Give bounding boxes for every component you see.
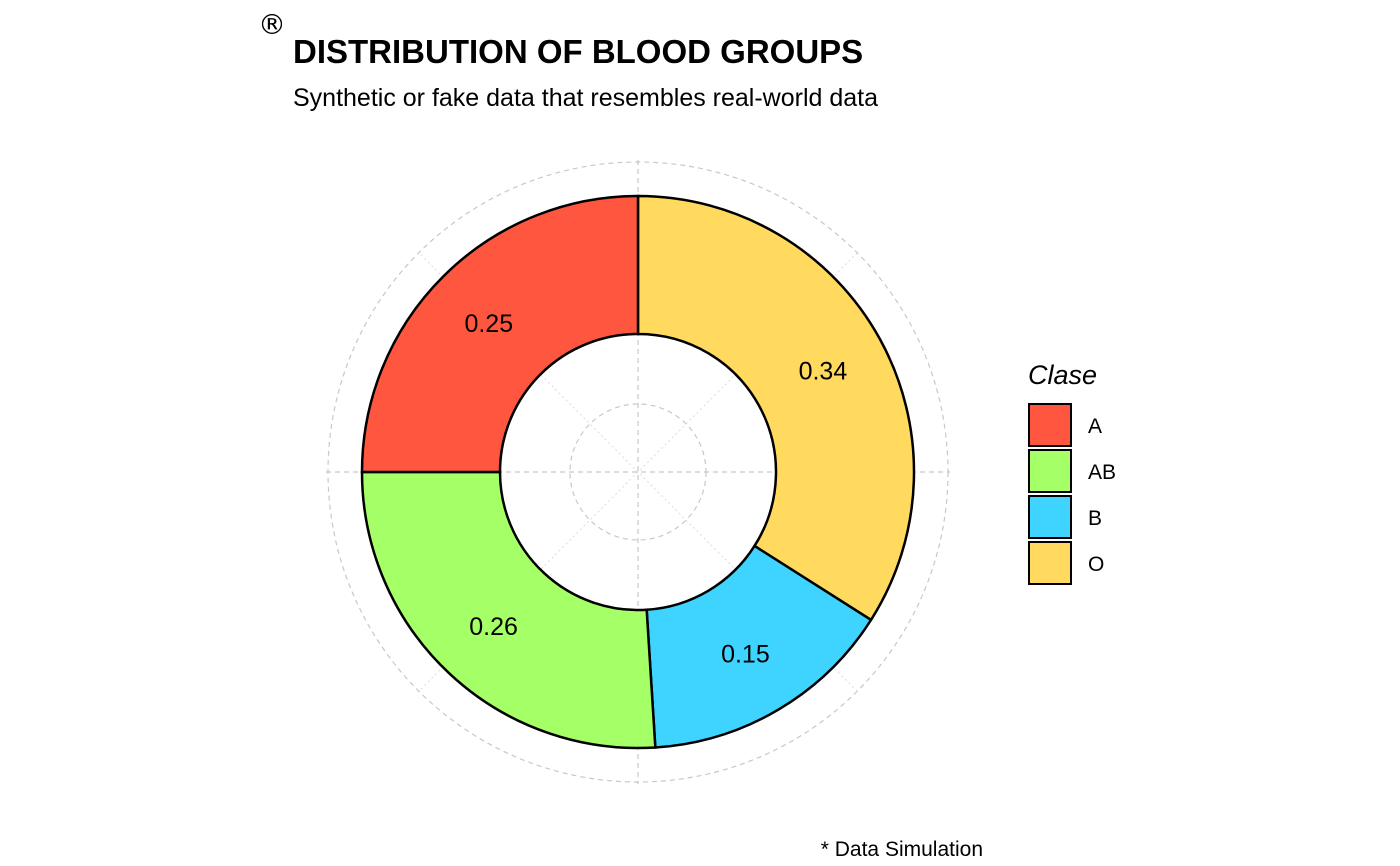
legend-label-o: O: [1088, 553, 1104, 576]
slice-labels: 0.34 0.15 0.26 0.25: [464, 310, 847, 669]
registered-mark-icon: ®: [258, 8, 286, 41]
legend-label-a: A: [1088, 415, 1102, 438]
slice-label-ab: 0.26: [469, 613, 518, 641]
legend-swatch-ab: [1028, 449, 1072, 493]
slice-b: [645, 544, 873, 749]
slice-label-b: 0.15: [721, 641, 770, 669]
slice-label-a: 0.25: [464, 310, 513, 338]
legend-swatch-o: [1028, 541, 1072, 585]
chart-title: DISTRIBUTION OF BLOOD GROUPS: [293, 33, 863, 70]
slice-label-o: 0.34: [799, 357, 848, 385]
chart-subtitle: Synthetic or fake data that resembles re…: [293, 84, 878, 112]
chart-caption: * Data Simulation: [821, 838, 983, 861]
legend-label-ab: AB: [1088, 461, 1116, 484]
legend-label-b: B: [1088, 507, 1102, 530]
slice-o: [636, 194, 916, 622]
slice-a: [360, 194, 640, 474]
legend-swatch-a: [1028, 403, 1072, 447]
legend-title: Clase: [1028, 360, 1097, 390]
legend-swatch-b: [1028, 495, 1072, 539]
legend-items: A AB BO: [1028, 403, 1116, 585]
donut-slices: [360, 194, 916, 750]
legend: Clase A AB BO: [1028, 360, 1116, 585]
slice-ab: [360, 470, 657, 750]
